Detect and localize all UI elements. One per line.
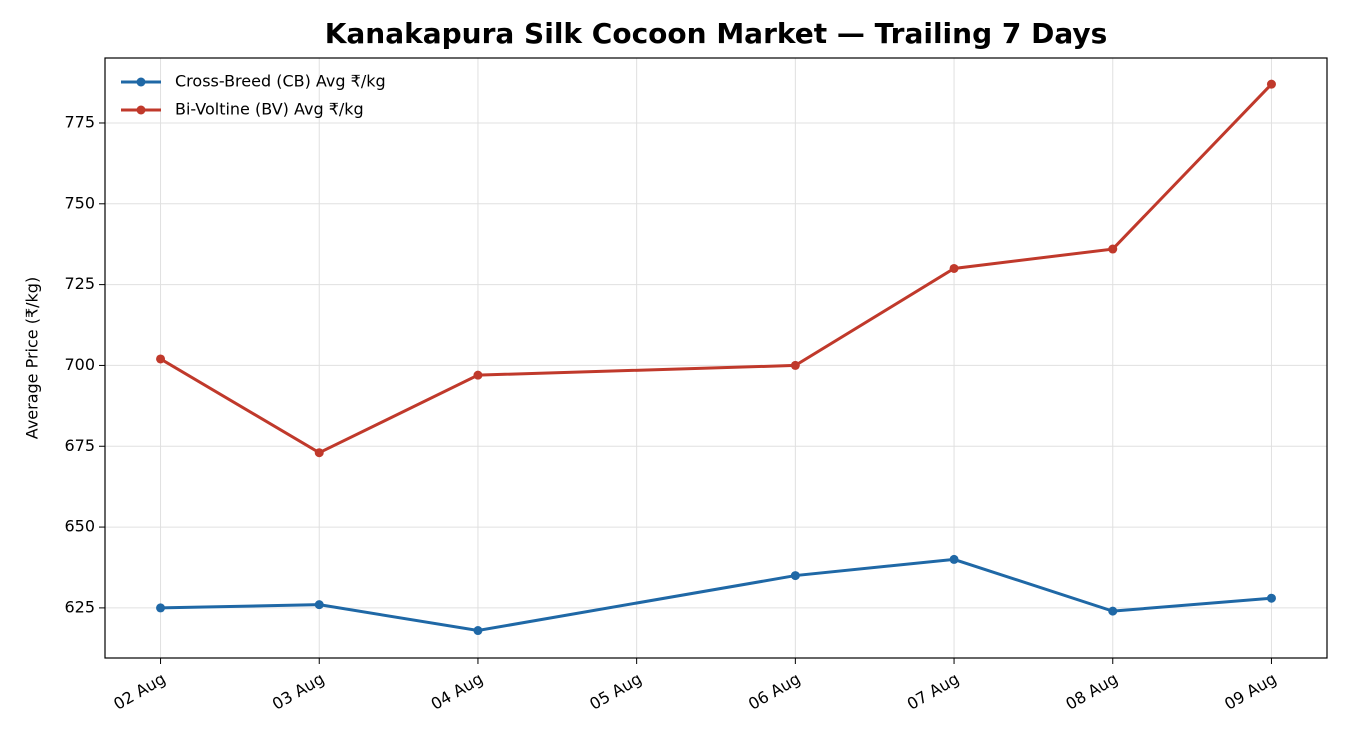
y-tick-label: 675 [64,436,95,455]
x-tick-label: 07 Aug [904,669,963,714]
point [1108,244,1118,254]
legend-marker [136,105,146,115]
x-tick-label: 03 Aug [269,669,328,714]
point [473,370,483,380]
point [949,554,959,564]
y-tick-label: 750 [64,193,95,212]
point [314,448,324,458]
point [1266,79,1276,89]
point [473,626,483,636]
point [156,354,166,364]
y-axis-label: Average Price (₹/kg) [23,277,42,439]
legend-marker [136,77,146,87]
point [1108,606,1118,616]
y-tick-label: 625 [64,597,95,616]
point [156,603,166,613]
x-tick-label: 02 Aug [110,669,169,714]
x-tick-label: 09 Aug [1221,669,1280,714]
x-tick-label: 06 Aug [745,669,804,714]
y-tick-label: 775 [64,112,95,131]
legend-label: Bi-Voltine (BV) Avg ₹/kg [175,100,364,119]
line [159,83,1273,455]
point [1266,593,1276,603]
point [949,263,959,273]
y-tick-label: 700 [64,355,95,374]
point [790,571,800,581]
y-tick-label: 650 [64,517,95,536]
point [314,600,324,610]
x-tick-label: 05 Aug [586,669,645,714]
legend-label: Cross-Breed (CB) Avg ₹/kg [175,72,386,91]
point [790,360,800,370]
plot-frame [104,57,1328,659]
line [160,557,1272,633]
x-tick-label: 08 Aug [1062,669,1121,714]
x-tick-label: 04 Aug [428,669,487,714]
chart-title: Kanakapura Silk Cocoon Market — Trailing… [325,17,1108,50]
y-tick-label: 725 [64,274,95,293]
